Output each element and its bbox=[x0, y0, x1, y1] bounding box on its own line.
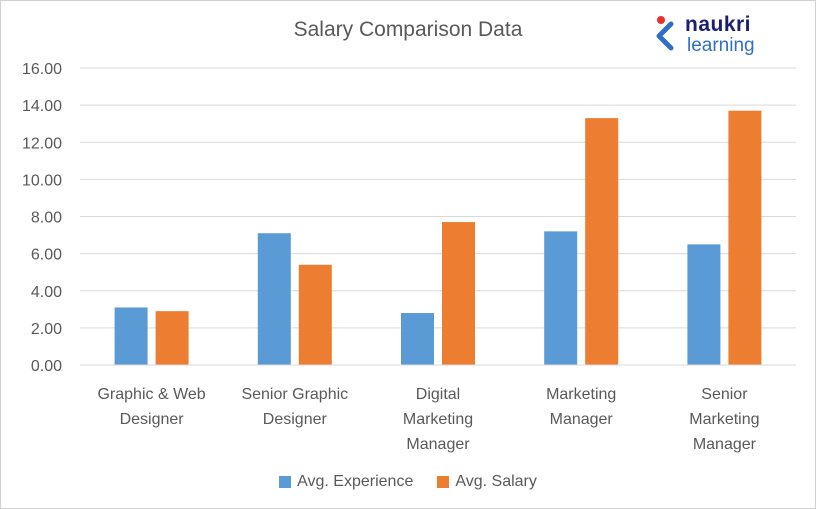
x-category-label: Marketing Manager bbox=[546, 386, 616, 428]
gridlines bbox=[80, 67, 796, 329]
bar-avg-salary bbox=[155, 311, 189, 365]
legend: Avg. Experience Avg. Salary bbox=[0, 470, 816, 494]
legend-item-avg-experience: Avg. Experience bbox=[279, 473, 413, 491]
bar-avg-experience bbox=[257, 233, 291, 365]
y-tick-label: 8.00 bbox=[31, 210, 62, 227]
y-tick-label: 16.00 bbox=[22, 61, 62, 78]
legend-label: Avg. Salary bbox=[455, 473, 537, 490]
y-tick-label: 14.00 bbox=[22, 98, 62, 115]
bar-avg-salary bbox=[442, 222, 475, 365]
y-tick-label: 12.00 bbox=[22, 135, 62, 152]
y-tick-label: 10.00 bbox=[22, 172, 62, 189]
chart-title: Salary Comparison Data bbox=[293, 18, 523, 41]
bar-avg-experience bbox=[401, 313, 434, 365]
bar-avg-salary bbox=[728, 110, 762, 365]
logo-text-naukri: naukri bbox=[685, 13, 752, 36]
legend-item-avg-salary: Avg. Salary bbox=[437, 473, 537, 491]
bars bbox=[114, 110, 762, 366]
x-axis-categories: Graphic & Web Designer Senior Graphic Desig… bbox=[97, 386, 759, 453]
logo-mark-icon bbox=[656, 16, 674, 51]
legend-swatch bbox=[279, 476, 292, 488]
naukri-learning-logo: naukri learning bbox=[651, 13, 781, 58]
bar-avg-experience bbox=[114, 307, 148, 365]
plot-area: 0.00 2.00 4.00 6.00 8.00 10.00 12.00 14.00 16.00… bbox=[22, 61, 796, 453]
legend-swatch bbox=[437, 476, 450, 488]
x-category-label: Senior Marketing Manager bbox=[689, 386, 759, 453]
y-tick-label: 0.00 bbox=[31, 358, 62, 375]
x-category-label: Senior Graphic Designer bbox=[241, 386, 348, 428]
x-category-label: Digital Marketing Manager bbox=[403, 386, 473, 453]
bar-avg-salary bbox=[298, 264, 332, 365]
y-axis-ticks: 0.00 2.00 4.00 6.00 8.00 10.00 12.00 14.00 16.00 bbox=[22, 61, 62, 375]
bar-avg-salary bbox=[585, 118, 619, 366]
y-tick-label: 6.00 bbox=[31, 247, 62, 264]
logo-text-learning: learning bbox=[687, 35, 755, 56]
bar-avg-experience bbox=[544, 231, 578, 365]
y-tick-label: 4.00 bbox=[31, 284, 62, 301]
bar-avg-experience bbox=[687, 244, 721, 365]
legend-label: Avg. Experience bbox=[297, 473, 414, 490]
y-tick-label: 2.00 bbox=[31, 321, 62, 338]
x-category-label: Graphic & Web Designer bbox=[97, 386, 205, 428]
